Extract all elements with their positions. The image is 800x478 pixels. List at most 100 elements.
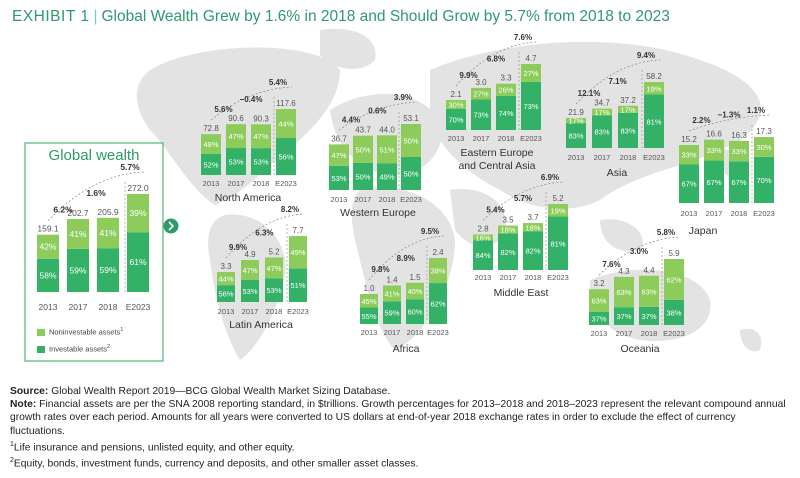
bar-noninvestable: [329, 144, 349, 166]
category-label: 2017: [242, 307, 259, 316]
growth-label: 1.6%: [86, 188, 106, 198]
category-label: 2018: [641, 329, 658, 338]
growth-label: 5.8%: [657, 228, 675, 237]
data-label-noninvestable: 19%: [550, 206, 565, 215]
bar-total-label: 36.7: [331, 134, 347, 143]
arrow-circle[interactable]: [163, 218, 179, 234]
bar-noninvestable: [226, 124, 246, 149]
data-label-investable: 67%: [681, 180, 696, 189]
data-label-investable: 67%: [731, 178, 746, 187]
category-label: 2017: [616, 329, 633, 338]
bar-investable: [473, 240, 493, 270]
data-label-investable: 82%: [500, 248, 515, 257]
bar-investable: [446, 109, 466, 130]
bar-total-label: 2.1: [450, 90, 462, 99]
data-label-investable: 59%: [384, 309, 399, 318]
data-label-investable: 56%: [278, 153, 293, 162]
data-label-investable: 53%: [253, 158, 268, 167]
bar-noninvestable: [241, 260, 259, 280]
footnote-1-mark: 1: [10, 440, 14, 448]
bar-investable: [377, 163, 397, 190]
category-label: 2017: [500, 273, 517, 282]
bar-total-label: 21.9: [568, 108, 584, 117]
bar-investable: [201, 153, 221, 175]
legend-noninvestable: Noninvestable assets1: [37, 327, 123, 337]
data-label-investable: 50%: [403, 170, 418, 179]
exhibit-label: EXHIBIT 1: [12, 8, 90, 25]
category-label: 2013: [591, 329, 608, 338]
region-title-line2: and Central Asia: [458, 160, 535, 172]
data-label-investable: 73%: [473, 111, 488, 120]
footnote-1: 1Life insurance and pensions, unlisted e…: [10, 438, 790, 455]
bar-noninvestable: [251, 124, 271, 149]
bar-noninvestable: [548, 204, 568, 217]
footnote-2-text: Equity, bonds, investment funds, currenc…: [13, 458, 419, 470]
category-label: 2017: [594, 153, 611, 162]
growth-label: 6.9%: [541, 173, 559, 182]
bar-total-label: 44.0: [379, 125, 395, 134]
data-label-investable: 53%: [266, 286, 281, 295]
expand-arrow-icon[interactable]: [163, 218, 179, 234]
data-label-investable: 84%: [475, 251, 490, 260]
bar-investable: [592, 115, 612, 148]
category-label: 2017: [69, 302, 88, 312]
data-label-investable: 53%: [331, 174, 346, 183]
category-label: 2013: [39, 302, 58, 312]
data-label-investable: 73%: [523, 102, 538, 111]
bar-noninvestable: [618, 105, 638, 113]
bar-investable: [589, 311, 609, 325]
category-label: 2013: [448, 134, 465, 143]
region-title: Eastern Europe: [461, 147, 534, 159]
category-label: 2017: [384, 328, 401, 337]
bar-investable: [618, 112, 638, 148]
growth-label: 9.4%: [637, 51, 655, 60]
bar-noninvestable: [406, 282, 424, 300]
data-label-noninvestable: 27%: [473, 90, 488, 99]
category-label: 2018: [620, 153, 637, 162]
category-label: 2013: [361, 328, 378, 337]
data-label-noninvestable: 62%: [666, 275, 681, 284]
growth-label: 9.8%: [371, 265, 389, 274]
data-label-noninvestable: 42%: [39, 242, 56, 252]
bar-investable: [523, 231, 543, 270]
legend-label-noninvestable: Noninvestable assets: [49, 327, 121, 337]
growth-label: 7.1%: [608, 77, 626, 86]
data-label-investable: 49%: [379, 173, 394, 182]
bar-investable: [97, 248, 119, 292]
note-label: Note:: [10, 399, 37, 411]
bar-noninvestable: [729, 140, 749, 162]
region-title: Africa: [393, 343, 420, 355]
growth-label: 4.4%: [342, 115, 360, 124]
region-title: Western Europe: [340, 207, 416, 219]
bar-noninvestable: [97, 217, 119, 249]
data-label-investable: 56%: [218, 290, 233, 299]
category-label: 2018: [99, 302, 118, 312]
data-label-investable: 59%: [99, 265, 116, 275]
legend-sup-2: 2: [106, 344, 111, 350]
bar-total-label: 1.4: [386, 276, 398, 285]
category-label: E2023: [547, 273, 569, 282]
region-chart-middle-east: 84%16%2.8201382%18%3.5201782%18%3.720188…: [473, 173, 569, 299]
region-chart-north-america: 52% 48% 72.8 2013 53% 47% 90.6 2017 53% 47% 90.3 20…: [201, 78, 297, 204]
data-label-investable: 83%: [568, 132, 583, 141]
data-label-noninvestable: 47%: [228, 132, 243, 141]
bar-investable: [548, 216, 568, 270]
data-label-investable: 53%: [228, 158, 243, 167]
bar-total-label: 4.9: [244, 250, 256, 259]
data-label-noninvestable: 17%: [568, 117, 583, 126]
region-title: Asia: [607, 167, 628, 179]
growth-arrow: [368, 235, 445, 281]
bar-noninvestable: [496, 83, 516, 96]
region-chart-oceania: 37% 63% 3.2 2013 37% 63% 4.3 2017 37% 63% 4.4 2018 3…: [589, 228, 685, 355]
data-label-investable: 81%: [646, 117, 661, 126]
bar-total-label: 1.5: [409, 273, 421, 282]
category-label: 2017: [355, 195, 372, 204]
bar-total-label: 90.3: [253, 114, 269, 123]
bar-total-label: 202.7: [67, 208, 89, 218]
data-label-investable: 82%: [525, 247, 540, 256]
region-chart-latin-america: 56% 44% 3.3 2013 53% 47% 4.9 2017 53% 47% 5.2 2018 5…: [217, 205, 309, 331]
bar-investable: [127, 232, 149, 292]
chevron-right-icon[interactable]: [168, 221, 175, 231]
bar-investable: [276, 138, 296, 175]
bar-noninvestable: [401, 124, 421, 157]
